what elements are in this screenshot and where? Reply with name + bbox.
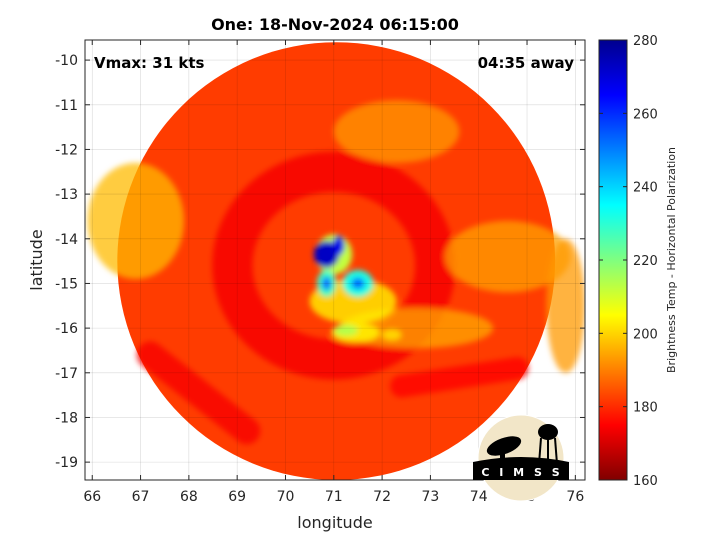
x-axis-label: longitude [297,513,372,532]
y-tick-label: -18 [55,410,78,426]
vmax-annotation: Vmax: 31 kts [94,54,204,72]
colorbar-tick-label: 260 [633,107,658,122]
feature-cell [382,329,402,341]
time-away-annotation: 04:35 away [478,54,575,72]
colorbar [598,39,628,481]
colorbar-ticks: 160 180 200 220 240 260 280 [599,34,658,489]
colorbar-tick-label: 180 [633,401,658,416]
x-tick-label: 73 [421,489,439,505]
colorbar-tick-label: 280 [633,34,658,49]
feature-ring [212,151,456,380]
feature-warm [444,220,571,293]
feature-cell [333,324,358,336]
swath-layer [87,42,585,480]
colorbar-label: Brightness Temp - Horizontal Polarizatio… [665,147,678,373]
feature-cell [313,241,340,268]
x-tick-label: 66 [83,489,101,505]
plot-frame [84,39,586,481]
feature-band [136,341,261,445]
x-tick-label: 70 [277,489,295,505]
y-tick-label: -12 [55,142,78,158]
y-tick-label: -11 [55,98,78,114]
feature-cell [321,276,332,291]
y-tick-label: -16 [55,321,78,337]
cimss-logo: C I M S S [473,414,569,502]
x-tick-label: 69 [228,489,246,505]
y-tick-label: -10 [55,53,78,69]
colorbar-tick-label: 200 [633,327,658,342]
y-tick-label: -14 [55,232,78,248]
feature-cell [332,235,345,256]
y-tick-label: -17 [55,366,78,382]
feature-warm [546,238,585,373]
feature-warm [87,162,185,279]
feature-band [390,357,529,398]
y-axis-label: latitude [27,229,46,290]
colorbar-tick-label: 220 [633,254,658,269]
grid-lines [85,40,585,480]
colorbar-tick-label: 160 [633,474,658,489]
y-axis: -10 -11 -12 -13 -14 -15 -16 -17 -18 -19 [55,53,585,471]
cimss-logo-text: C I M S S [481,466,562,479]
x-tick-label: 67 [132,489,150,505]
feature-layer [87,100,585,445]
x-tick-label: 76 [566,489,584,505]
y-tick-label: -15 [55,276,78,292]
chart-title: One: 18-Nov-2024 06:15:00 [211,15,459,34]
feature-warm [333,100,460,163]
x-tick-label: 71 [325,489,343,505]
feature-cell [351,277,365,290]
x-tick-label: 72 [373,489,391,505]
x-tick-label: 74 [470,489,488,505]
y-tick-label: -19 [55,455,78,471]
y-tick-label: -13 [55,187,78,203]
colorbar-tick-label: 240 [633,181,658,196]
x-tick-label: 68 [180,489,198,505]
